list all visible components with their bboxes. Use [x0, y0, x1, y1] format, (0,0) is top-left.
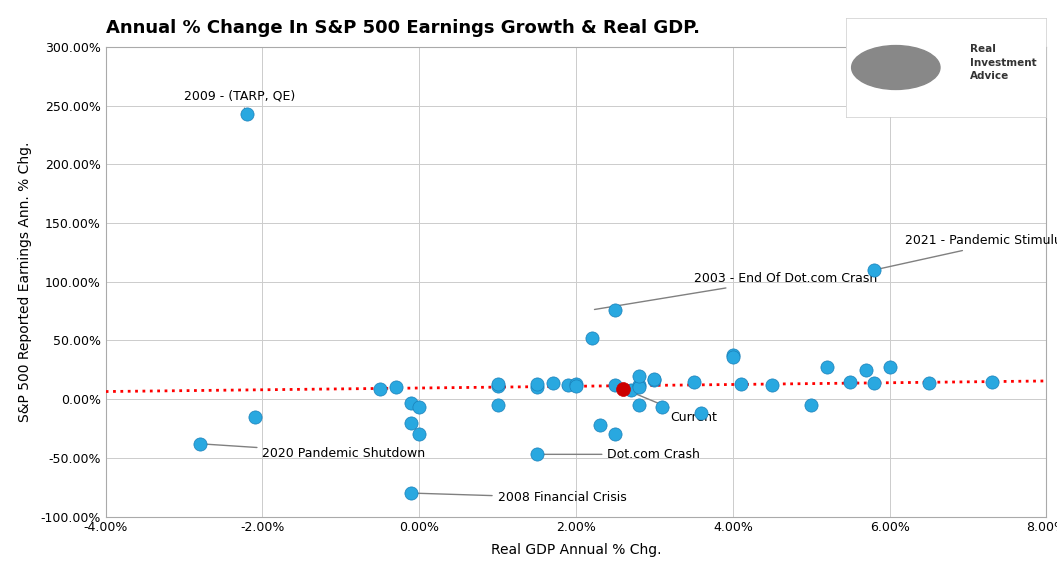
Point [693, 409, 710, 418]
Circle shape [852, 46, 940, 89]
Point [411, 403, 428, 412]
Text: Real
Investment
Advice: Real Investment Advice [970, 44, 1037, 81]
Point [544, 378, 561, 387]
Point [842, 377, 859, 386]
Point [583, 333, 600, 343]
Point [866, 265, 883, 275]
Point [646, 376, 663, 385]
Point [489, 382, 506, 391]
Point [607, 430, 624, 439]
Point [818, 363, 835, 372]
Text: 2003 - End Of Dot.com Crash: 2003 - End Of Dot.com Crash [594, 272, 877, 309]
Text: Annual % Change In S&P 500 Earnings Growth & Real GDP.: Annual % Change In S&P 500 Earnings Grow… [106, 19, 700, 37]
Point [763, 380, 780, 390]
Point [882, 363, 898, 372]
Point [568, 379, 585, 389]
Point [489, 379, 506, 389]
Point [191, 439, 208, 448]
Text: 2009 - (TARP, QE): 2009 - (TARP, QE) [184, 90, 295, 112]
Point [685, 377, 702, 386]
Y-axis label: S&P 500 Reported Earnings Ann. % Chg.: S&P 500 Reported Earnings Ann. % Chg. [18, 141, 32, 422]
Point [607, 380, 624, 390]
Point [724, 350, 741, 359]
Point [724, 352, 741, 362]
Point [403, 418, 420, 427]
Point [372, 384, 389, 393]
Point [803, 400, 820, 410]
Point [857, 365, 874, 375]
Point [238, 109, 255, 119]
Text: Current: Current [626, 390, 717, 424]
Point [387, 383, 404, 392]
Point [246, 412, 263, 421]
Point [866, 378, 883, 387]
Text: Dot.com Crash: Dot.com Crash [540, 448, 701, 461]
Point [921, 378, 938, 387]
Point [403, 398, 420, 407]
Point [630, 383, 647, 392]
Point [411, 430, 428, 439]
Point [607, 305, 624, 315]
Point [983, 377, 1000, 386]
Text: 2021 - Pandemic Stimulus Surge: 2021 - Pandemic Stimulus Surge [876, 234, 1057, 269]
Point [630, 380, 647, 390]
Text: 2008 Financial Crisis: 2008 Financial Crisis [414, 491, 627, 504]
Point [630, 400, 647, 410]
Point [615, 384, 632, 393]
Point [489, 400, 506, 410]
Point [654, 403, 671, 412]
Point [528, 450, 545, 459]
Point [591, 420, 608, 430]
Point [646, 375, 663, 384]
Point [568, 382, 585, 391]
Text: 2020 Pandemic Shutdown: 2020 Pandemic Shutdown [203, 444, 426, 460]
X-axis label: Real GDP Annual % Chg.: Real GDP Annual % Chg. [490, 543, 662, 556]
Point [733, 379, 749, 389]
Point [403, 488, 420, 498]
Point [528, 383, 545, 392]
Point [560, 380, 577, 390]
Point [528, 379, 545, 389]
Point [623, 385, 639, 394]
Point [630, 371, 647, 380]
